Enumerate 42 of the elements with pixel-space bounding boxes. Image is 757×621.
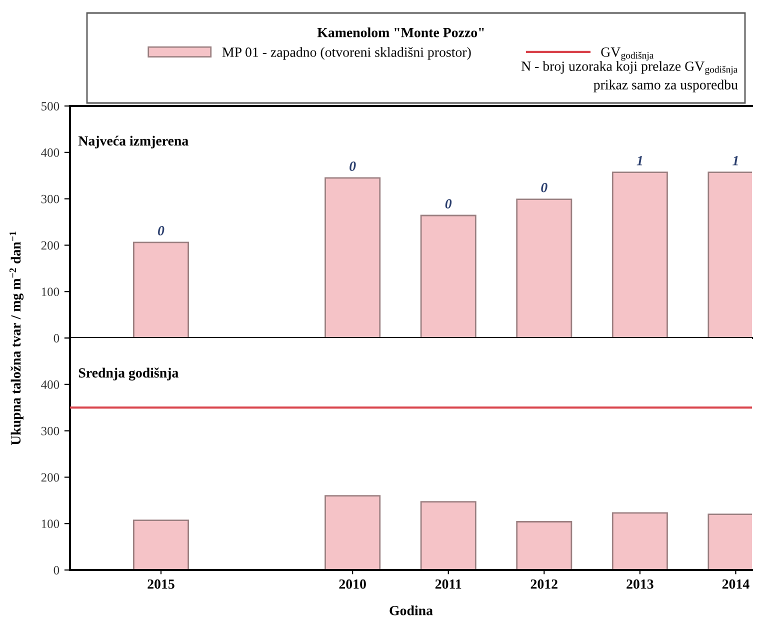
annotation: 1: [732, 156, 738, 166]
y-tick-label: 300: [41, 194, 60, 204]
text: prikaz samo za usporedbu: [594, 80, 738, 92]
legend-label: MP 01 - zapadno (otvoreni skladišni prostor): [222, 47, 471, 60]
y-tick-label: 0: [54, 334, 60, 342]
x-tick-label: 2012: [530, 579, 558, 589]
bar: [516, 198, 572, 338]
y-tick-label: 100: [42, 520, 60, 528]
x-tick-label: 2015: [148, 579, 174, 589]
x-tick-label: 2014: [722, 579, 750, 589]
x-tick-label: 2010: [339, 579, 366, 589]
text: Najveća izmjerena: [78, 136, 188, 148]
bar: [420, 501, 476, 570]
bar: [133, 520, 189, 570]
text: N - broj uzoraka koji prelaze GV$_{godišnja}$: [521, 61, 738, 75]
y-tick-label: 0: [54, 566, 60, 574]
bar: [133, 242, 189, 338]
y-tick-label: 400: [41, 380, 60, 389]
annotation: 0: [541, 182, 548, 192]
legend-label: GV$_{godišnja}$: [601, 47, 654, 61]
annotation: 0: [445, 199, 452, 209]
y-tick-label: 100: [42, 288, 60, 296]
text: Srednja godišnja: [78, 368, 178, 381]
bar: [324, 177, 381, 338]
annotation: 0: [158, 226, 164, 236]
y-tick-label: 500: [42, 102, 60, 110]
x-tick-label: 2011: [435, 579, 462, 589]
x-tick-label: 2013: [626, 579, 654, 589]
bar: [516, 521, 572, 570]
y-tick-label: 200: [41, 473, 60, 482]
bar: [612, 512, 668, 570]
annotation: 1: [636, 156, 642, 166]
bar: [612, 172, 668, 338]
y-tick-label: 300: [41, 426, 60, 436]
y-tick-label: 200: [41, 241, 60, 250]
y-tick-label: 400: [41, 148, 60, 157]
bar: [420, 214, 476, 338]
y-axis-title: Ukupna taložna tvar / mg m$^{−2}$ dan$^{−1}$: [10, 232, 24, 446]
x-axis-title: Godina: [390, 606, 433, 616]
legend-title: Kamenolom "Monte Pozzo": [317, 28, 484, 38]
annotation: 0: [350, 162, 356, 171]
bar: [324, 495, 381, 570]
